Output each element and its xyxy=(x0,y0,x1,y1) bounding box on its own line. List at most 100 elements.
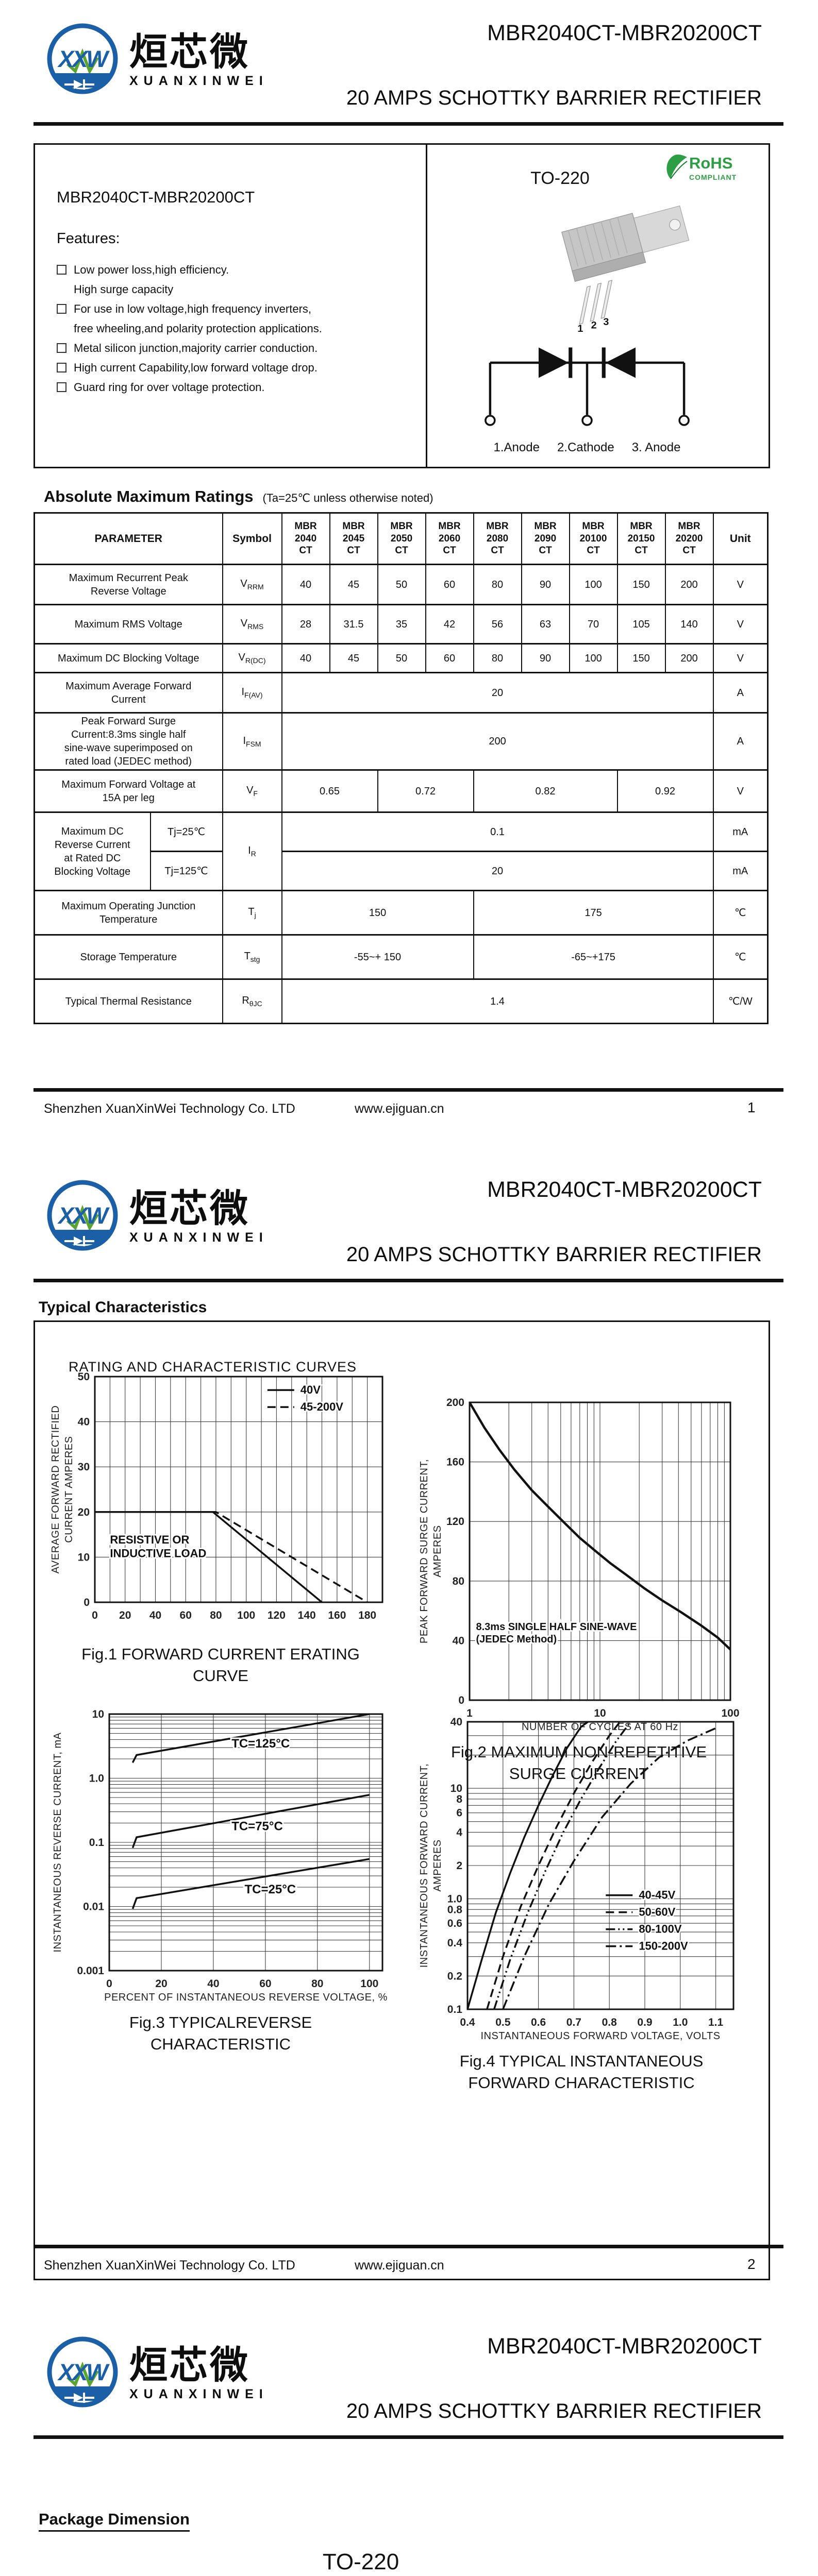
cell-value: 60 xyxy=(425,564,474,605)
svg-text:80: 80 xyxy=(311,1978,323,1990)
cell-parameter: Peak Forward Surge Current:8.3ms single h… xyxy=(34,712,223,771)
svg-text:60: 60 xyxy=(180,1609,192,1621)
part-range-title: MBR2040CT-MBR20200CT xyxy=(487,2334,762,2359)
device-subtitle: 20 AMPS SCHOTTKY BARRIER RECTIFIER xyxy=(346,2400,762,2422)
svg-text:0.2: 0.2 xyxy=(447,1970,462,1982)
absolute-maximum-ratings-table: PARAMETER Symbol MBR 2040 CT MBR 2045 CT MBR 2050… xyxy=(34,512,769,1024)
cell-unit: V xyxy=(712,564,769,605)
checkbox-bullet-icon xyxy=(57,265,66,275)
checkbox-bullet-icon xyxy=(57,304,66,314)
amr-heading: Absolute Maximum Ratings (Ta=25℃ unless o… xyxy=(44,487,433,506)
col-device: MBR 20200 CT xyxy=(664,512,714,565)
svg-text:80-100V: 80-100V xyxy=(639,1923,682,1936)
fig1-caption: Fig.1 FORWARD CURRENT ERATING CURVE xyxy=(81,1645,360,1685)
svg-text:0.8: 0.8 xyxy=(602,2016,617,2028)
cell-value: 40 xyxy=(281,564,330,605)
feature-item: Metal silicon junction,majority carrier … xyxy=(57,338,413,358)
svg-text:1.1: 1.1 xyxy=(708,2016,724,2028)
fig1-chart: 0 20 40 60 80 100 120 140 160 180 0 10 20 30 40 50 AVERA… xyxy=(50,1371,383,1621)
checkbox-bullet-icon xyxy=(57,363,66,372)
cell-value: 175 xyxy=(473,890,714,936)
amr-row: Typical Thermal Resistance RθJC 1.4 ℃/W xyxy=(34,978,769,1024)
amr-row: Maximum Average Forward Current IF(AV) 20 A xyxy=(34,672,769,714)
svg-text:10: 10 xyxy=(450,1783,462,1794)
features-cell: MBR2040CT-MBR20200CT Features: Low power… xyxy=(35,145,427,467)
svg-text:0: 0 xyxy=(84,1597,90,1608)
svg-text:45-200V: 45-200V xyxy=(301,1400,344,1413)
svg-text:TC=25°C: TC=25°C xyxy=(245,1883,296,1896)
cell-parameter: Maximum Forward Voltage at 15A per leg xyxy=(34,769,223,813)
cell-symbol: VF xyxy=(222,769,282,813)
series-TC=125C xyxy=(131,1713,370,1764)
series-50-60V xyxy=(486,1721,621,2010)
cell-unit: ℃/W xyxy=(712,978,769,1024)
svg-text:1.0: 1.0 xyxy=(447,1893,462,1905)
cell-parameter: Maximum Operating Junction Temperature xyxy=(34,890,223,936)
series-80-100V xyxy=(493,1721,631,2010)
feature-item: High surge capacity xyxy=(57,280,413,299)
cell-value: -65~+175 xyxy=(473,934,714,980)
footer-rule xyxy=(34,2245,783,2248)
cell-unit: A xyxy=(712,712,769,771)
cell-unit: V xyxy=(712,769,769,813)
cell-value: 28 xyxy=(281,604,330,645)
feature-text: free wheeling,and polarity protection ap… xyxy=(74,322,322,335)
svg-text:8.3ms SINGLE HALF SINE-WAVE(JE: 8.3ms SINGLE HALF SINE-WAVE (JEDEC Method… xyxy=(476,1621,637,1645)
cell-unit: mA xyxy=(712,851,769,891)
series-surge xyxy=(469,1401,731,1651)
figure-1: 0 20 40 60 80 100 120 140 160 180 0 10 20 30 40 50 AVERA… xyxy=(45,1368,396,1687)
cell-value: 60 xyxy=(425,643,474,673)
logo-mark-icon: XXW xyxy=(47,23,118,94)
col-device: MBR 2050 CT xyxy=(377,512,426,565)
feature-item: Guard ring for over voltage protection. xyxy=(57,378,413,397)
logo-chinese-name: 烜芯微 xyxy=(129,1187,250,1230)
cell-symbol: VRMS xyxy=(222,604,282,645)
svg-text:INSTANTANEOUS REVERSE CURRENT,: INSTANTANEOUS REVERSE CURRENT, mA xyxy=(52,1732,63,1952)
feature-text: Metal silicon junction,majority carrier … xyxy=(74,342,318,354)
fig2-caption: Fig.2 MAXIMUM NON-REPETITIVE SURGE CURRE… xyxy=(450,1743,707,1783)
feature-text: High current Capability,low forward volt… xyxy=(74,361,318,374)
svg-text:40: 40 xyxy=(207,1978,219,1990)
cell-value: 45 xyxy=(329,643,378,673)
feature-text: For use in low voltage,high frequency in… xyxy=(74,302,312,315)
checkbox-bullet-icon xyxy=(57,343,66,353)
col-symbol: Symbol xyxy=(222,512,282,565)
amr-row: Storage Temperature Tstg -55~+ 150 -65~+175… xyxy=(34,934,769,980)
cell-value: 56 xyxy=(473,604,522,645)
svg-text:100: 100 xyxy=(237,1609,255,1621)
svg-text:0.4: 0.4 xyxy=(447,1937,463,1949)
svg-text:0: 0 xyxy=(106,1978,112,1990)
cell-value: 105 xyxy=(616,604,666,645)
svg-text:100: 100 xyxy=(721,1707,739,1719)
svg-text:4: 4 xyxy=(456,1826,462,1838)
package-photo: 1 2 3 xyxy=(561,205,690,334)
svg-text:PERCENT OF INSTANTANEOUS REVER: PERCENT OF INSTANTANEOUS REVERSE VOLTAGE… xyxy=(104,1992,388,2003)
series-TC=25C xyxy=(131,1858,370,1909)
amr-row: Peak Forward Surge Current:8.3ms single h… xyxy=(34,712,769,771)
amr-header-row: PARAMETER Symbol MBR 2040 CT MBR 2045 CT MBR 2050… xyxy=(34,512,769,565)
pin-name-label: 2.Cathode xyxy=(557,440,614,454)
cell-condition: Tj=25℃ xyxy=(149,811,223,852)
svg-text:160: 160 xyxy=(328,1609,346,1621)
footer-company: Shenzhen XuanXinWei Technology Co. LTD xyxy=(44,2258,295,2273)
part-range-title: MBR2040CT-MBR20200CT xyxy=(487,21,762,45)
header-rule xyxy=(34,2435,783,2439)
svg-text:20: 20 xyxy=(119,1609,131,1621)
cell-value: 140 xyxy=(664,604,714,645)
cell-value: 20 xyxy=(281,672,714,714)
page-3: XXW 烜芯微 XUANXINWEI MBR2040CT-MBR20200CT … xyxy=(0,2313,818,2576)
package-name-label: TO-220 xyxy=(530,168,590,188)
cell-value: 40 xyxy=(281,643,330,673)
figure-4: 0.4 0.5 0.6 0.7 0.8 0.9 1.0 1.1 0.1 0.2 0.4 0.6 0.8 1… xyxy=(414,1714,749,2094)
cell-parameter: Maximum DC Blocking Voltage xyxy=(34,643,223,673)
svg-text:0.4: 0.4 xyxy=(460,2016,475,2028)
cell-value: 0.1 xyxy=(281,811,714,852)
cell-condition: Tj=125℃ xyxy=(149,851,223,891)
svg-text:INSTANTANEOUS FORWARD CURRENT,: INSTANTANEOUS FORWARD CURRENT, AMPERES xyxy=(419,1764,443,1968)
logo-monogram: XXW xyxy=(57,46,110,72)
svg-text:1.0: 1.0 xyxy=(673,2016,688,2028)
logo-latin-name: XUANXINWEI xyxy=(129,2387,269,2402)
cell-unit: ℃ xyxy=(712,934,769,980)
cell-value: 50 xyxy=(377,564,426,605)
cell-value: 200 xyxy=(664,643,714,673)
